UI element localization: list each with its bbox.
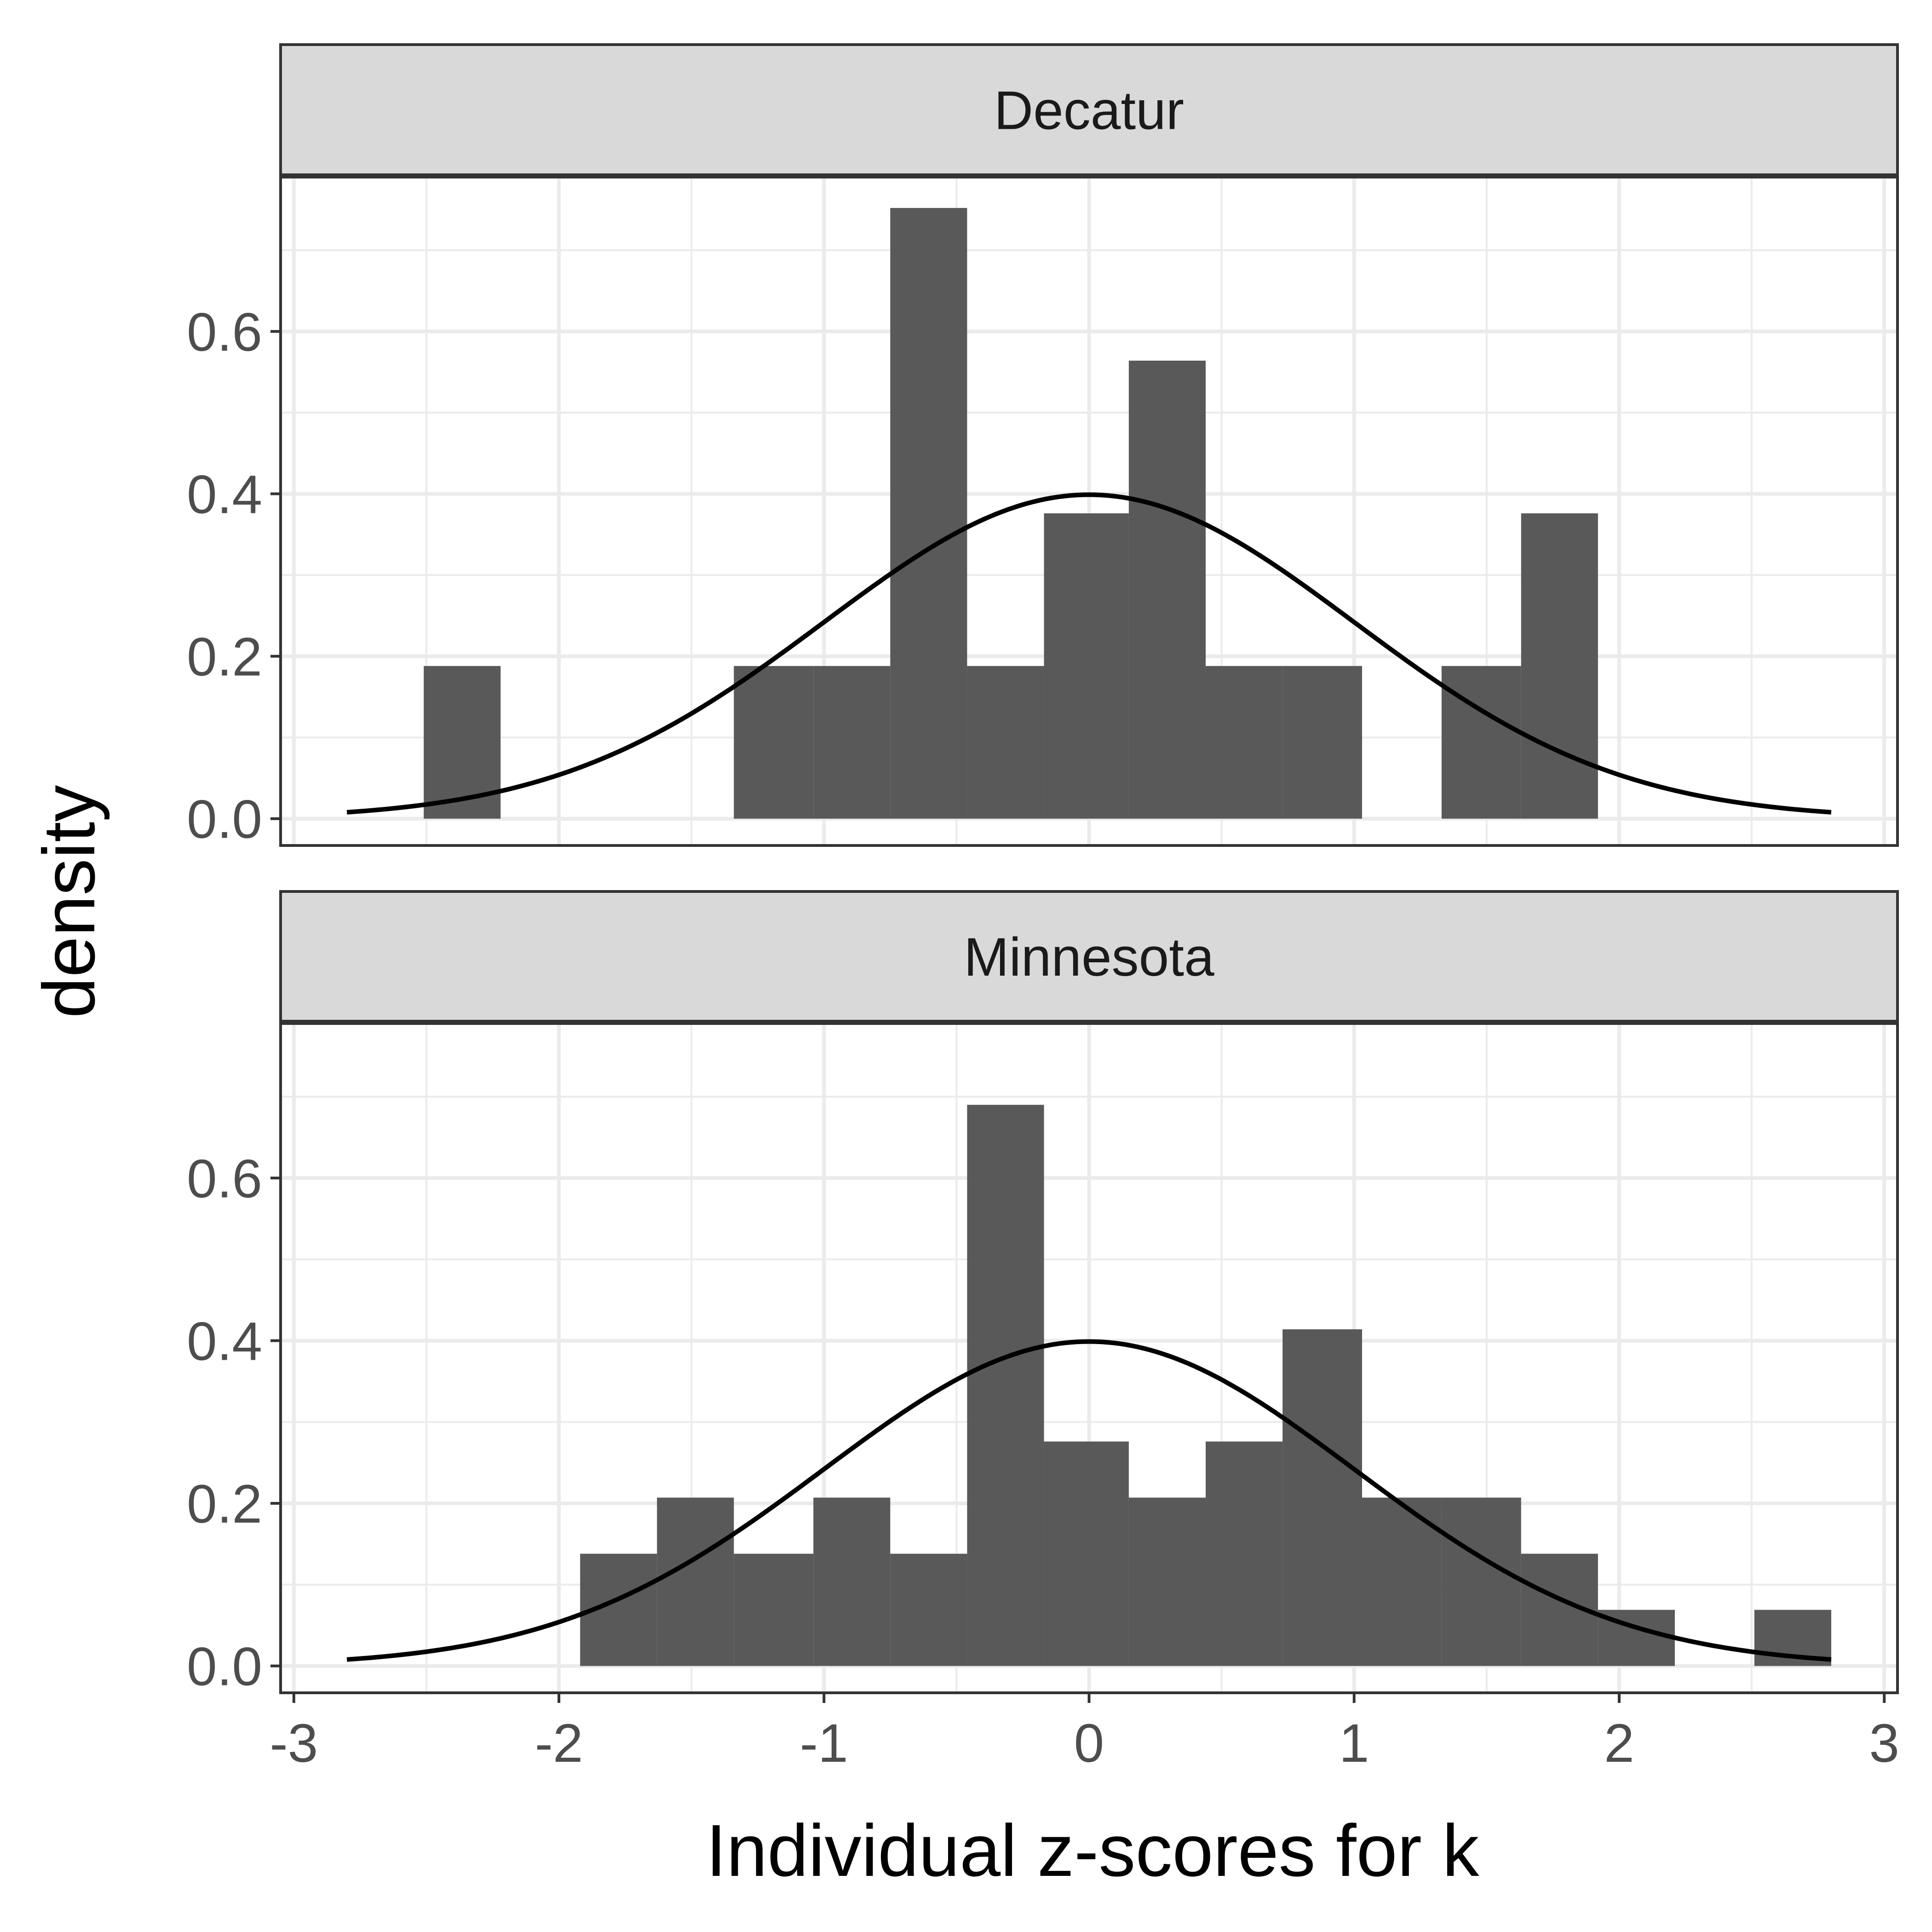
histogram-bar bbox=[1044, 1441, 1129, 1666]
normal-density-curve bbox=[346, 1339, 1832, 1662]
y-tick-label: 0.4 bbox=[187, 465, 262, 525]
histogram-bar bbox=[1128, 361, 1206, 819]
facet-strip-label: Minnesota bbox=[964, 927, 1214, 988]
histogram-bar bbox=[734, 1553, 814, 1666]
y-tick-label: 0.0 bbox=[187, 1637, 262, 1697]
x-tick-label: 0 bbox=[1074, 1713, 1104, 1774]
y-tick-label: 0.2 bbox=[187, 627, 262, 688]
facet-strip-label: Decatur bbox=[994, 80, 1184, 141]
x-tick-label: -3 bbox=[270, 1713, 318, 1774]
histogram-bar bbox=[967, 1104, 1044, 1666]
x-axis-title: Individual z-scores for k bbox=[706, 1809, 1480, 1892]
histogram-bar bbox=[1044, 513, 1129, 819]
x-tick-label: 3 bbox=[1869, 1713, 1899, 1774]
histogram-bar bbox=[813, 1497, 891, 1666]
histogram-bar bbox=[967, 666, 1044, 819]
x-tick-label: -2 bbox=[535, 1713, 583, 1774]
histogram-bar bbox=[1206, 666, 1283, 819]
normal-density-curve bbox=[346, 492, 1832, 815]
histogram-bar bbox=[1282, 666, 1363, 819]
histogram-bar bbox=[1441, 1497, 1521, 1666]
histogram-bar bbox=[734, 666, 814, 819]
histogram-bar bbox=[1206, 1441, 1283, 1666]
panel-border bbox=[279, 176, 1899, 847]
histogram-bar bbox=[1128, 1497, 1206, 1666]
x-tick-label: -1 bbox=[800, 1713, 848, 1774]
histogram-bar bbox=[1521, 513, 1598, 819]
x-tick-label: 2 bbox=[1604, 1713, 1634, 1774]
y-tick-label: 0.6 bbox=[187, 1149, 262, 1209]
y-tick-label: 0.6 bbox=[187, 302, 262, 362]
x-tick-label: 1 bbox=[1339, 1713, 1369, 1774]
facet-strip bbox=[279, 890, 1899, 1023]
y-tick-label: 0.2 bbox=[187, 1474, 262, 1535]
histogram-bar bbox=[890, 208, 967, 819]
panel-minnesota: Minnesota 0.0 0.2 0.4 0.6 -3 -2 -1 0 1 2 3 bbox=[187, 890, 1899, 1774]
y-tick-label: 0.0 bbox=[187, 789, 262, 850]
histogram-bar bbox=[1441, 666, 1521, 819]
facet-strip bbox=[279, 43, 1899, 176]
y-axis-title: density bbox=[28, 785, 110, 1018]
histogram-bar bbox=[657, 1497, 734, 1666]
y-tick-label: 0.4 bbox=[187, 1311, 262, 1372]
histogram-bar bbox=[1282, 1329, 1363, 1666]
histogram-bar bbox=[890, 1553, 967, 1666]
histogram-bar bbox=[813, 666, 891, 819]
panel-decatur: Decatur 0.0 0.2 0.4 0.6 bbox=[187, 43, 1899, 850]
